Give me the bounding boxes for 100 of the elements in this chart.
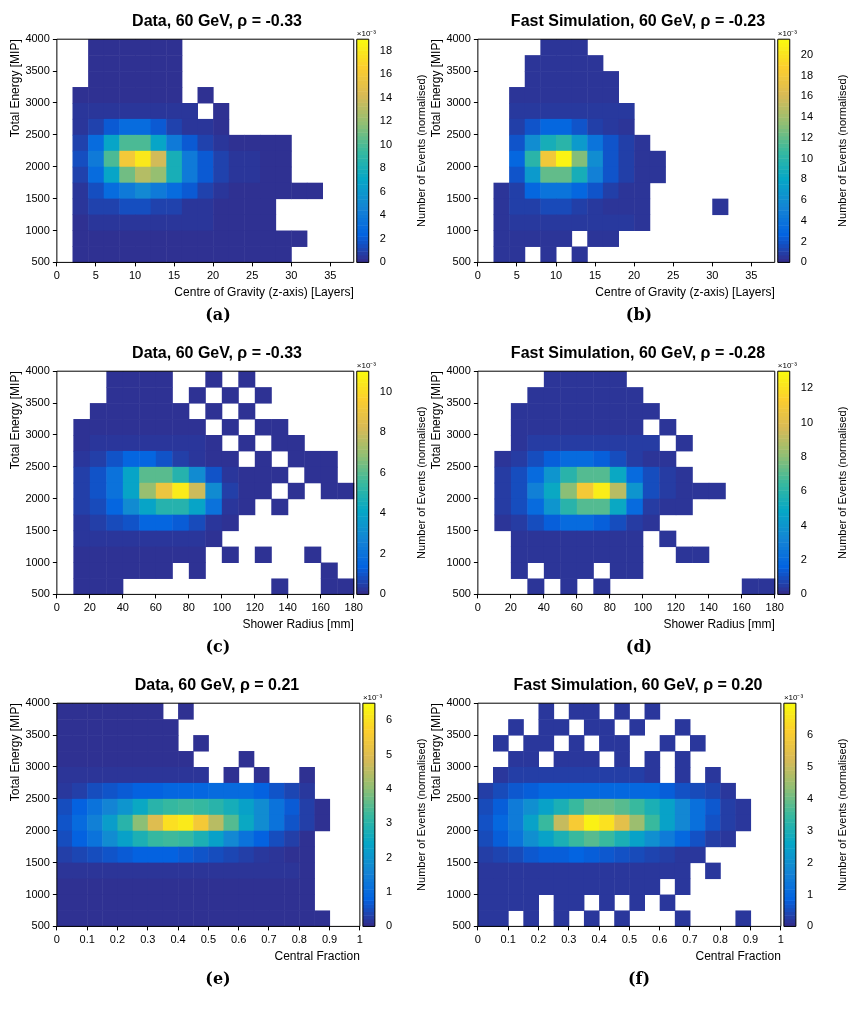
y-tick-label: 3000 xyxy=(446,428,471,440)
y-tick-label: 3000 xyxy=(25,96,50,108)
color-bar-label: 0 xyxy=(800,587,807,600)
y-tick-label: 2500 xyxy=(446,459,471,472)
y-tick-label: 3500 xyxy=(446,396,471,409)
color-bar-title: Number of Events (normalised) xyxy=(415,406,428,559)
x-tick-label: 30 xyxy=(285,269,298,282)
color-bar-label: 1 xyxy=(385,885,393,898)
x-tick-label: 0.8 xyxy=(712,933,728,946)
text: (e) xyxy=(204,968,232,990)
color-bar-label: 6 xyxy=(800,193,807,206)
y-tick-label: 3500 xyxy=(25,396,50,409)
x-tick-label: 80 xyxy=(603,601,616,614)
y-tick-label: 1000 xyxy=(446,223,471,236)
color-bar-label: 2 xyxy=(385,850,393,863)
color-bar-label: 6 xyxy=(385,713,393,726)
x-axis-title: Centre of Gravity (z-axis) [Layers] xyxy=(174,285,354,300)
x-tick-label: 0.7 xyxy=(682,933,698,946)
color-bar-label: 8 xyxy=(379,425,386,438)
x-tick-label: 5 xyxy=(92,269,99,282)
y-tick-label: 4000 xyxy=(446,696,471,709)
x-tick-label: 180 xyxy=(344,601,363,614)
y-tick-label: 2500 xyxy=(446,127,471,140)
color-bar-label: 2 xyxy=(379,546,386,559)
y-axis-title: Total Energy [MIP] xyxy=(428,371,443,470)
y-tick-label: 2500 xyxy=(25,791,50,804)
x-tick-label: 40 xyxy=(537,601,550,614)
color-bar-label: 18 xyxy=(800,68,814,81)
x-tick-label: 100 xyxy=(212,601,231,614)
x-tick-label: 0.4 xyxy=(591,933,607,946)
y-tick-label: 4000 xyxy=(446,32,471,45)
x-tick-label: 60 xyxy=(149,601,162,614)
chart-title: Fast Simulation, 60 GeV, ρ = -0.28 xyxy=(510,344,766,362)
x-tick-label: 25 xyxy=(667,269,680,282)
y-tick-label: 1500 xyxy=(25,855,50,868)
x-tick-label: 60 xyxy=(570,601,583,614)
x-tick-label: 15 xyxy=(588,269,602,282)
text: ×10⁻³ xyxy=(777,361,798,371)
y-tick-label: 2000 xyxy=(446,823,471,836)
y-tick-label: 500 xyxy=(31,255,50,268)
color-bar-label: 5 xyxy=(806,760,814,772)
color-bar-label: 4 xyxy=(800,213,807,226)
color-bar-label: 0 xyxy=(385,919,393,932)
x-tick-label: 120 xyxy=(666,601,685,614)
y-tick-label: 500 xyxy=(31,587,50,600)
x-tick-label: 0.1 xyxy=(500,933,516,946)
x-tick-label: 40 xyxy=(116,601,129,614)
color-bar-label: 16 xyxy=(379,67,393,80)
text: (a) xyxy=(204,304,232,326)
y-axis-title: Total Energy [MIP] xyxy=(7,371,22,470)
x-tick-label: 20 xyxy=(83,601,96,614)
color-bar-label: 4 xyxy=(379,506,386,519)
y-tick-label: 3000 xyxy=(446,96,471,108)
x-tick-label: 0.7 xyxy=(261,933,277,946)
color-bar-label: 8 xyxy=(800,172,807,185)
y-tick-label: 3500 xyxy=(25,728,50,741)
color-bar-label: 4 xyxy=(800,518,807,531)
x-tick-label: 0.3 xyxy=(140,933,156,946)
x-tick-label: 0.9 xyxy=(321,933,338,946)
x-tick-label: 0.5 xyxy=(200,933,217,946)
x-tick-label: 0 xyxy=(474,933,481,946)
y-tick-label: 2000 xyxy=(446,159,471,172)
color-bar-label: 8 xyxy=(379,161,386,174)
color-bar-label: 12 xyxy=(379,114,393,127)
color-bar-label: 3 xyxy=(385,816,393,829)
y-tick-label: 2000 xyxy=(25,823,50,836)
x-tick-label: 1 xyxy=(356,933,363,946)
x-tick-label: 0.2 xyxy=(530,933,547,946)
x-tick-label: 35 xyxy=(745,269,758,282)
color-bar-label: 2 xyxy=(806,855,814,868)
y-tick-label: 1500 xyxy=(25,523,50,536)
color-bar-title: Number of Events (normalised) xyxy=(836,74,849,227)
y-tick-label: 4000 xyxy=(446,364,471,377)
x-tick-label: 100 xyxy=(633,601,652,614)
x-tick-label: 0.5 xyxy=(621,933,638,946)
y-tick-label: 3500 xyxy=(25,64,50,77)
x-tick-label: 140 xyxy=(699,601,718,614)
x-tick-label: 0 xyxy=(53,601,60,614)
y-tick-label: 500 xyxy=(31,919,50,932)
x-tick-label: 20 xyxy=(628,269,641,282)
y-tick-label: 2000 xyxy=(25,491,50,504)
x-tick-label: 120 xyxy=(245,601,264,614)
x-tick-label: 140 xyxy=(278,601,297,614)
text: ×10⁻³ xyxy=(783,693,804,703)
x-tick-label: 0.6 xyxy=(652,933,668,946)
color-bar-label: 16 xyxy=(800,89,814,102)
x-tick-label: 0.6 xyxy=(231,933,247,946)
y-tick-label: 1500 xyxy=(446,191,471,204)
x-tick-label: 35 xyxy=(324,269,337,282)
y-tick-label: 1500 xyxy=(446,523,471,536)
x-tick-label: 160 xyxy=(311,601,330,614)
color-bar-label: 0 xyxy=(800,255,807,268)
y-tick-label: 2000 xyxy=(25,159,50,172)
chart-title: Fast Simulation, 60 GeV, ρ = -0.23 xyxy=(510,12,766,30)
x-axis-title: Shower Radius [mm] xyxy=(663,617,775,632)
y-tick-label: 1000 xyxy=(25,887,50,900)
color-bar-title: Number of Events (normalised) xyxy=(415,738,428,891)
color-bar-label: 10 xyxy=(379,384,393,397)
y-axis-title: Total Energy [MIP] xyxy=(7,39,22,138)
y-tick-label: 3000 xyxy=(25,760,50,772)
